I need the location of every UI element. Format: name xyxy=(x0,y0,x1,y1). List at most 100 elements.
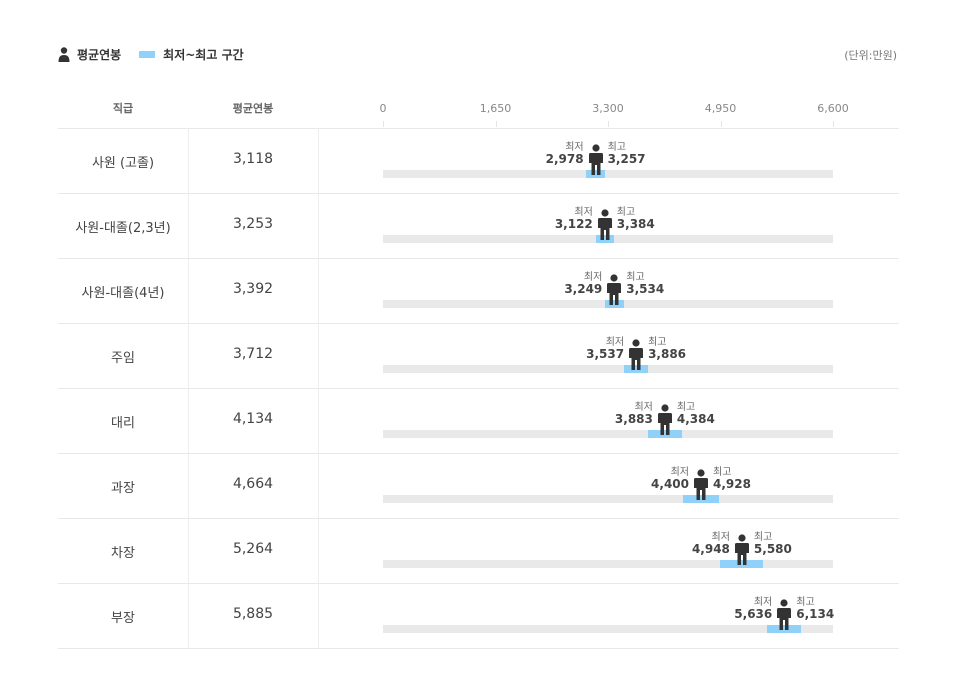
min-value: 3,122 xyxy=(554,217,593,231)
max-value: 3,384 xyxy=(616,217,655,231)
person-marker-icon xyxy=(629,339,644,370)
row-divider xyxy=(58,388,899,389)
max-value: 5,580 xyxy=(753,542,792,556)
salary-range-bar xyxy=(595,235,614,243)
axis-tick-label: 1,650 xyxy=(479,102,512,115)
range-track xyxy=(383,495,833,503)
min-value: 3,249 xyxy=(564,282,603,296)
max-value: 4,928 xyxy=(713,477,751,491)
row-avg-value: 4,134 xyxy=(232,410,274,427)
axis-tick-mark xyxy=(833,121,834,127)
axis-tick-label: 6,600 xyxy=(817,102,849,115)
row-divider xyxy=(58,193,899,194)
max-value: 6,134 xyxy=(796,607,835,621)
row-grade-label: 차장 xyxy=(111,545,135,561)
min-value: 3,883 xyxy=(614,412,653,426)
row-avg-value: 4,664 xyxy=(232,475,274,492)
row-divider xyxy=(58,323,899,324)
min-value: 2,978 xyxy=(545,152,584,166)
salary-range-bar xyxy=(683,495,719,503)
min-value: 3,537 xyxy=(586,347,625,361)
salary-range-bar xyxy=(647,430,682,438)
person-marker-icon xyxy=(734,534,749,565)
legend-avg-label: 평균연봉 xyxy=(77,48,122,62)
salary-range-bar xyxy=(720,560,764,568)
max-caption: 최고 xyxy=(796,597,815,608)
avg-salary-marker xyxy=(776,599,792,631)
header-grade: 직급 xyxy=(112,102,134,115)
salary-range-bar xyxy=(624,365,648,373)
min-caption: 최저 xyxy=(565,142,584,153)
row-avg-value: 3,253 xyxy=(232,215,274,232)
min-caption: 최저 xyxy=(574,207,593,218)
avg-salary-marker xyxy=(597,209,613,241)
axis-tick-mark xyxy=(720,121,722,127)
row-grade-label: 부장 xyxy=(111,610,135,626)
axis-tick-label: 3,300 xyxy=(592,102,624,115)
salary-range-bar xyxy=(767,625,802,633)
salary-range-bar xyxy=(604,300,624,308)
row-grade-label: 과장 xyxy=(111,480,135,496)
max-value: 3,534 xyxy=(626,282,665,296)
avg-salary-marker xyxy=(588,144,604,176)
legend-range-swatch xyxy=(139,51,156,58)
range-track xyxy=(383,365,833,373)
max-caption: 최고 xyxy=(676,402,696,413)
legend-range-label: 최저~최고 구간 xyxy=(163,48,244,62)
row-divider xyxy=(58,648,899,649)
person-marker-icon xyxy=(657,404,672,435)
person-marker-icon xyxy=(597,209,612,240)
axis-tick-mark xyxy=(495,121,497,127)
row-avg-value: 3,712 xyxy=(232,345,274,362)
header-divider xyxy=(58,128,899,129)
legend: 평균연봉 최저~최고 구간 xyxy=(58,46,244,63)
unit-label: (단위:만원) xyxy=(844,49,897,62)
max-value: 3,257 xyxy=(607,152,646,166)
range-track xyxy=(383,625,833,633)
range-track xyxy=(383,170,833,178)
row-grade-label: 사원-대졸(2,3년) xyxy=(75,220,171,236)
avg-salary-marker xyxy=(606,274,622,306)
range-track xyxy=(383,560,833,568)
person-marker-icon xyxy=(607,274,622,305)
max-caption: 최고 xyxy=(616,207,636,218)
row-divider xyxy=(58,518,899,519)
max-caption: 최고 xyxy=(753,532,773,543)
max-caption: 최고 xyxy=(713,467,732,478)
min-caption: 최저 xyxy=(634,402,653,413)
avg-salary-marker xyxy=(628,339,644,371)
row-avg-value: 3,392 xyxy=(232,280,274,297)
min-caption: 최저 xyxy=(605,337,625,348)
avg-salary-marker xyxy=(734,534,750,566)
row-divider xyxy=(58,258,899,259)
salary-range-bar xyxy=(586,170,606,178)
min-caption: 최저 xyxy=(583,272,603,283)
max-value: 3,886 xyxy=(648,347,687,361)
row-grade-label: 대리 xyxy=(111,415,135,431)
header-avg: 평균연봉 xyxy=(232,102,274,115)
min-caption: 최저 xyxy=(753,597,773,608)
row-avg-value: 5,264 xyxy=(232,540,274,557)
axis-tick-label: 0 xyxy=(379,102,387,115)
max-value: 4,384 xyxy=(676,412,715,426)
row-avg-value: 5,885 xyxy=(232,605,274,622)
min-caption: 최저 xyxy=(670,467,689,478)
row-avg-value: 3,118 xyxy=(232,150,274,167)
person-marker-icon xyxy=(777,599,792,630)
person-marker-icon xyxy=(588,144,603,175)
min-value: 4,948 xyxy=(691,542,730,556)
row-divider xyxy=(58,583,899,584)
row-grade-label: 사원 (고졸) xyxy=(91,155,155,171)
range-track xyxy=(383,430,833,438)
axis-tick-mark xyxy=(608,121,609,127)
axis-tick-mark xyxy=(383,121,384,127)
person-marker-icon xyxy=(694,469,708,500)
min-caption: 최저 xyxy=(711,532,730,543)
min-value: 4,400 xyxy=(651,477,689,491)
max-caption: 최고 xyxy=(607,142,626,153)
row-grade-label: 사원-대졸(4년) xyxy=(81,285,165,301)
avg-salary-marker xyxy=(693,469,709,501)
row-divider xyxy=(58,453,899,454)
avg-salary-marker xyxy=(657,404,673,436)
axis-tick-label: 4,950 xyxy=(704,102,737,115)
